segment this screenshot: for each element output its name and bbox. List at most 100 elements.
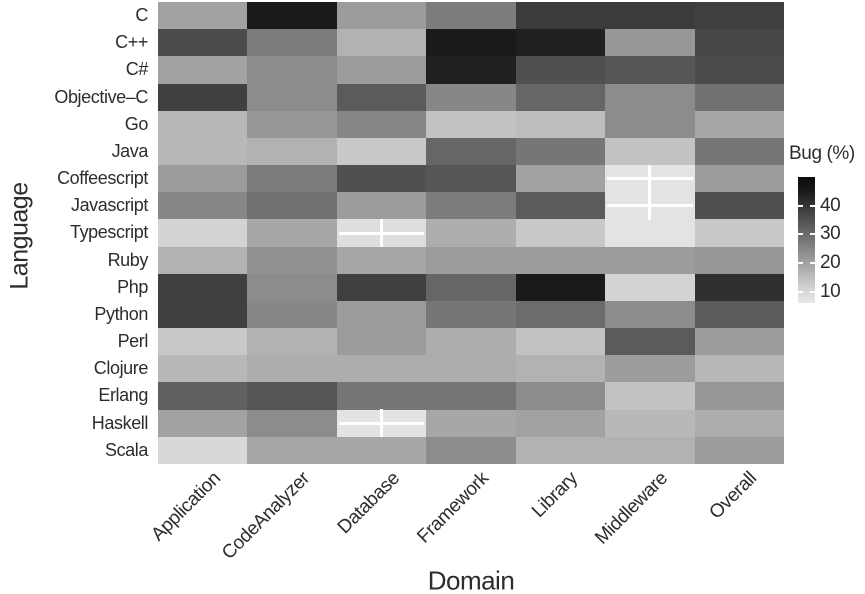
heatmap-cell [247, 409, 337, 437]
heatmap-row [158, 436, 784, 464]
heatmap-cell [336, 56, 427, 84]
heatmap-cell [336, 165, 427, 193]
heatmap-cell [247, 382, 337, 410]
heatmap-cell [158, 29, 248, 57]
legend-tick-mark [798, 261, 803, 264]
x-tick-label: Overall [705, 468, 762, 524]
heatmap-cell [605, 2, 695, 30]
heatmap-cell [336, 382, 427, 410]
legend-tick-label: 10 [820, 280, 841, 302]
heatmap-cell [336, 328, 427, 356]
heatmap-cell [694, 83, 784, 111]
heatmap-cell [158, 83, 248, 111]
heatmap-cell [605, 165, 695, 193]
heatmap-row [158, 219, 784, 247]
heatmap-cell [426, 246, 516, 274]
heatmap-cell [515, 246, 606, 274]
y-tick-label: Haskell [91, 412, 149, 433]
heatmap-cell [247, 29, 337, 57]
heatmap-grid [158, 2, 784, 464]
heatmap-cell [426, 137, 516, 166]
heatmap-cell [605, 29, 695, 57]
y-tick-label: Clojure [93, 358, 149, 379]
legend-tick-label: 40 [820, 194, 841, 216]
y-tick-label: C++ [115, 32, 148, 53]
heatmap-cell [247, 83, 337, 111]
y-tick-label: Javascript [70, 195, 148, 216]
heatmap-cell [247, 436, 337, 464]
legend-tick-mark [798, 233, 803, 236]
legend-tick-mark [810, 233, 815, 236]
y-tick-label: Java [111, 140, 149, 161]
heatmap-cell [426, 110, 516, 138]
heatmap-row [158, 355, 784, 383]
heatmap-cell [247, 246, 337, 274]
heatmap-cell [247, 137, 337, 166]
heatmap-cell [426, 165, 516, 193]
heatmap-cell [605, 328, 695, 356]
y-tick-label: Php [117, 276, 148, 297]
heatmap-cell [694, 2, 784, 30]
heatmap-cell [426, 83, 516, 111]
heatmap-cell [158, 436, 248, 464]
heatmap-cell [605, 56, 695, 84]
heatmap-row [158, 56, 784, 84]
heatmap-cell [336, 355, 427, 383]
heatmap-cell [515, 436, 606, 464]
heatmap-cell [426, 436, 516, 464]
heatmap-cell [247, 110, 337, 138]
y-axis-tick-labels: C C++ C# Objective–C Go Java Coffeescript Javas… [0, 2, 148, 464]
y-tick-label: Scala [104, 439, 148, 460]
heatmap-cell [336, 2, 427, 30]
heatmap-cell [247, 56, 337, 84]
x-tick-label: Application [147, 468, 225, 546]
heatmap-cell [694, 273, 784, 301]
heatmap-cell [694, 300, 784, 329]
heatmap-cell [426, 2, 516, 30]
heatmap-cell [336, 110, 427, 138]
heatmap-row [158, 165, 784, 193]
y-tick-label: Typescript [69, 222, 148, 243]
y-tick-label: C# [125, 59, 149, 80]
heatmap-cell [605, 273, 695, 301]
heatmap-cell [515, 328, 606, 356]
heatmap-cell [605, 110, 695, 138]
heatmap-cell [158, 56, 248, 84]
heatmap-row [158, 246, 784, 274]
heatmap-row [158, 83, 784, 111]
heatmap-cell [515, 382, 606, 410]
heatmap-cell [336, 246, 427, 274]
legend-tick-label: 30 [820, 223, 841, 245]
heatmap-cell [515, 273, 606, 301]
heatmap-cell [694, 436, 784, 464]
heatmap-cell [158, 300, 248, 329]
heatmap-cell [426, 219, 516, 247]
heatmap-cell [605, 355, 695, 383]
heatmap-cell [515, 219, 606, 247]
heatmap-cell [426, 29, 516, 57]
heatmap-cell [605, 300, 695, 329]
heatmap-cell [515, 300, 606, 329]
x-tick-label: Middleware [590, 468, 672, 549]
heatmap-row [158, 328, 784, 356]
heatmap-cell [158, 137, 248, 166]
y-tick-label: Coffeescript [57, 168, 148, 189]
heatmap-cell [336, 300, 427, 329]
heatmap-cell [426, 328, 516, 356]
heatmap-cell [426, 56, 516, 84]
heatmap-row [158, 29, 784, 57]
legend-tick-mark [798, 204, 803, 207]
heatmap-row [158, 137, 784, 166]
y-tick-label: Python [94, 303, 148, 324]
heatmap-cell [158, 165, 248, 193]
heatmap-cell [158, 192, 248, 220]
legend-tick-mark [810, 261, 815, 264]
y-tick-label: Perl [117, 331, 149, 352]
heatmap-cell [336, 83, 427, 111]
heatmap-cell [426, 355, 516, 383]
heatmap-cell [694, 328, 784, 356]
heatmap-row [158, 192, 784, 220]
heatmap-cell [694, 355, 784, 383]
heatmap-cell [426, 273, 516, 301]
